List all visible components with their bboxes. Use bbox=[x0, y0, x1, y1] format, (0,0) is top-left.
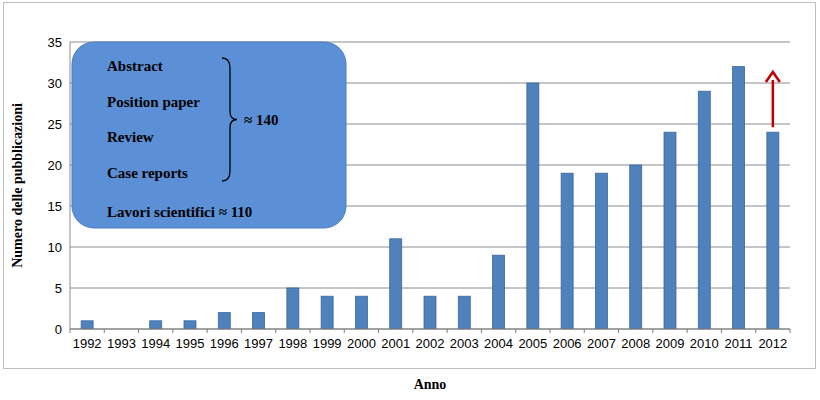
bar bbox=[458, 296, 470, 329]
annotation-total: ≈ 140 bbox=[244, 112, 278, 128]
chart-svg: 0 5 10 15 20 25 30 35 1992 1993 1994 1995 1996 1997 19… bbox=[0, 0, 820, 400]
x-tick-label: 2001 bbox=[381, 336, 410, 351]
x-tick bbox=[412, 329, 413, 333]
bar bbox=[321, 296, 333, 329]
chart-frame bbox=[4, 3, 816, 369]
x-tick-label: 2004 bbox=[484, 336, 513, 351]
x-tick bbox=[481, 329, 482, 333]
x-tick bbox=[104, 329, 105, 333]
x-tick bbox=[687, 329, 688, 333]
x-tick bbox=[378, 329, 379, 333]
x-tick-label: 1993 bbox=[107, 336, 136, 351]
x-axis-title: Anno bbox=[414, 377, 447, 392]
x-tick-label: 1996 bbox=[210, 336, 239, 351]
y-tick-label: 0 bbox=[55, 322, 62, 337]
x-tick bbox=[515, 329, 516, 333]
y-tick-label: 15 bbox=[48, 199, 62, 214]
x-tick bbox=[652, 329, 653, 333]
x-tick-label: 2009 bbox=[656, 336, 685, 351]
trend-arrow bbox=[772, 80, 775, 127]
bar bbox=[390, 239, 402, 329]
trend-arrow-head bbox=[766, 72, 780, 82]
x-tick bbox=[310, 329, 311, 333]
chart-container: 0 5 10 15 20 25 30 35 1992 1993 1994 1995 1996 1997 19… bbox=[0, 0, 820, 400]
grid-line bbox=[70, 247, 790, 248]
x-tick bbox=[790, 329, 791, 333]
grid-line bbox=[70, 288, 790, 289]
bar bbox=[595, 173, 607, 329]
x-tick bbox=[241, 329, 242, 333]
x-tick bbox=[447, 329, 448, 333]
annotation-item: Position paper bbox=[107, 94, 200, 110]
bar bbox=[527, 83, 539, 329]
annotation-item: Case reports bbox=[107, 165, 188, 181]
x-tick bbox=[70, 329, 71, 333]
annotation-brace bbox=[222, 58, 237, 181]
x-tick-label: 1994 bbox=[141, 336, 170, 351]
annotation-item: Abstract bbox=[107, 58, 163, 74]
x-tick-label: 1992 bbox=[73, 336, 102, 351]
bar bbox=[698, 91, 710, 329]
annotation-item: Review bbox=[107, 129, 154, 145]
bar bbox=[664, 132, 676, 329]
x-tick bbox=[584, 329, 585, 333]
x-tick-label: 2010 bbox=[690, 336, 719, 351]
x-tick-label: 2012 bbox=[758, 336, 787, 351]
grid-line bbox=[70, 329, 790, 330]
x-tick bbox=[550, 329, 551, 333]
x-tick-label: 2005 bbox=[518, 336, 547, 351]
x-tick bbox=[138, 329, 139, 333]
bar bbox=[355, 296, 367, 329]
y-tick-label: 5 bbox=[55, 281, 62, 296]
x-tick-label: 1997 bbox=[244, 336, 273, 351]
bar bbox=[493, 255, 505, 329]
y-tick-label: 25 bbox=[48, 117, 62, 132]
x-tick-label: 2006 bbox=[553, 336, 582, 351]
x-tick bbox=[721, 329, 722, 333]
bar bbox=[767, 132, 779, 329]
bar bbox=[287, 288, 299, 329]
x-tick-label: 2003 bbox=[450, 336, 479, 351]
x-tick-label: 1995 bbox=[176, 336, 205, 351]
bar bbox=[733, 67, 745, 329]
y-tick-label: 20 bbox=[48, 158, 62, 173]
x-tick-label: 2002 bbox=[416, 336, 445, 351]
bar bbox=[218, 313, 230, 329]
y-tick-label: 35 bbox=[48, 35, 62, 50]
y-axis-title: Numero delle pubblicazioni bbox=[10, 103, 25, 268]
x-tick bbox=[275, 329, 276, 333]
bar bbox=[184, 321, 196, 329]
x-tick bbox=[344, 329, 345, 333]
bar bbox=[150, 321, 162, 329]
annotation-note: Lavori scientifici ≈ 110 bbox=[107, 204, 252, 220]
x-tick bbox=[172, 329, 173, 333]
x-tick-label: 2000 bbox=[347, 336, 376, 351]
x-tick-label: 1998 bbox=[278, 336, 307, 351]
y-tick-label: 30 bbox=[48, 76, 62, 91]
x-axis-line bbox=[70, 329, 790, 330]
bar bbox=[561, 173, 573, 329]
x-tick bbox=[207, 329, 208, 333]
y-tick-label: 10 bbox=[48, 240, 62, 255]
bar bbox=[81, 321, 93, 329]
x-tick-label: 2007 bbox=[587, 336, 616, 351]
bar bbox=[424, 296, 436, 329]
x-tick-label: 2011 bbox=[725, 336, 753, 351]
x-tick bbox=[755, 329, 756, 333]
y-axis-line bbox=[70, 42, 71, 329]
x-tick-label: 1999 bbox=[313, 336, 342, 351]
x-tick bbox=[618, 329, 619, 333]
bar bbox=[253, 313, 265, 329]
annotation-box bbox=[72, 42, 346, 228]
bar bbox=[630, 165, 642, 329]
x-tick-label: 2008 bbox=[621, 336, 650, 351]
